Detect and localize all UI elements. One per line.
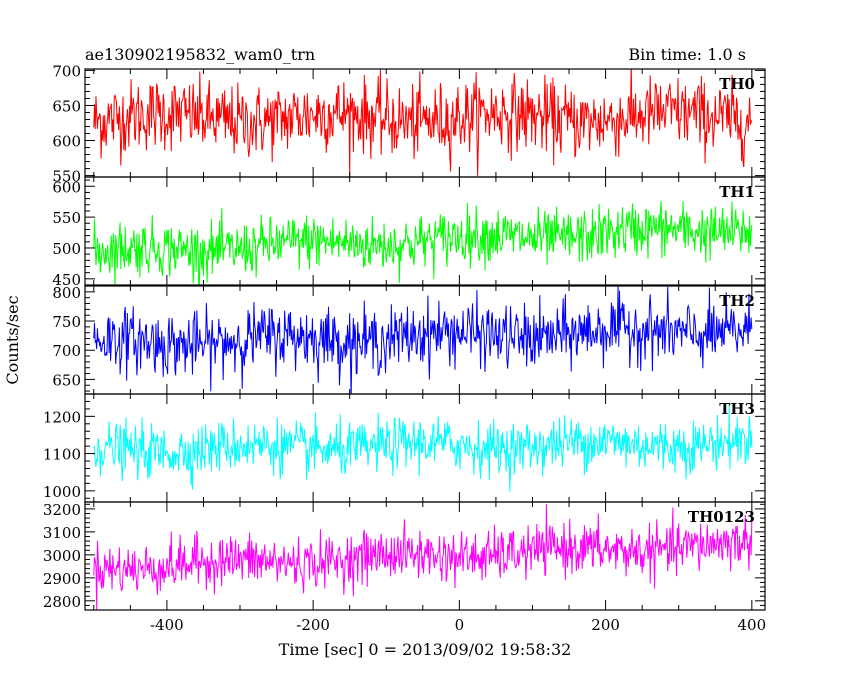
panel-label-th0123: TH0123 bbox=[688, 508, 755, 526]
y-tick-label: 1100 bbox=[43, 446, 81, 464]
y-tick-label: 450 bbox=[52, 271, 81, 289]
x-tick-label: 400 bbox=[738, 616, 767, 634]
y-axis-label: Counts/sec bbox=[3, 295, 22, 384]
y-tick-label: 3000 bbox=[43, 547, 81, 565]
panel-label-th2: TH2 bbox=[719, 292, 755, 310]
x-tick-label: -200 bbox=[296, 616, 330, 634]
x-axis-label: Time [sec] 0 = 2013/09/02 19:58:32 bbox=[279, 640, 572, 659]
panel-th0123: 2800 2900 3000 3100 3200 TH0123 bbox=[43, 501, 766, 611]
series-line-th0 bbox=[93, 69, 753, 177]
y-tick-label: 3200 bbox=[43, 501, 81, 519]
y-tick-label: 800 bbox=[52, 284, 81, 302]
chart-title: ae130902195832_wam0_trn bbox=[85, 45, 315, 64]
y-tick-label: 700 bbox=[52, 342, 81, 360]
y-tick-label: 750 bbox=[52, 313, 81, 331]
y-tick-label: 2900 bbox=[43, 570, 81, 588]
y-tick-label: 2800 bbox=[43, 593, 81, 611]
bin-time-label: Bin time: 1.0 s bbox=[628, 45, 746, 64]
x-tick-label: 200 bbox=[591, 616, 620, 634]
y-tick-label: 1200 bbox=[43, 408, 81, 426]
y-tick-label: 600 bbox=[52, 133, 81, 151]
series-line-th3 bbox=[93, 404, 753, 492]
series-line-th2 bbox=[93, 286, 753, 394]
y-tick-label: 550 bbox=[52, 209, 81, 227]
series-line-th1 bbox=[93, 201, 753, 285]
panel-frame bbox=[84, 176, 766, 286]
panel-th1: 450 500 550 600 TH1 bbox=[52, 176, 766, 289]
panel-label-th0: TH0 bbox=[719, 75, 755, 93]
panel-th3: 1000 1100 1200 TH3 bbox=[43, 393, 766, 503]
y-tick-label: 3100 bbox=[43, 524, 81, 542]
y-tick-label: 1000 bbox=[43, 483, 81, 501]
panel-th2: 650 700 750 800 TH2 bbox=[52, 284, 766, 395]
panel-frame bbox=[84, 68, 766, 178]
panel-label-th3: TH3 bbox=[719, 400, 755, 418]
panel-label-th1: TH1 bbox=[719, 183, 755, 201]
y-tick-label: 600 bbox=[52, 178, 81, 196]
panel-th0: 550 600 650 700 TH0 bbox=[52, 62, 766, 186]
y-tick-label: 500 bbox=[52, 240, 81, 258]
panel-frame bbox=[84, 501, 766, 611]
y-tick-label: 650 bbox=[52, 97, 81, 115]
series-line-th0123 bbox=[93, 504, 753, 610]
x-tick-label: 0 bbox=[455, 616, 465, 634]
y-tick-label: 550 bbox=[52, 168, 81, 186]
y-tick-label: 700 bbox=[52, 62, 81, 80]
y-tick-label: 650 bbox=[52, 371, 81, 389]
x-tick-label: -400 bbox=[150, 616, 184, 634]
